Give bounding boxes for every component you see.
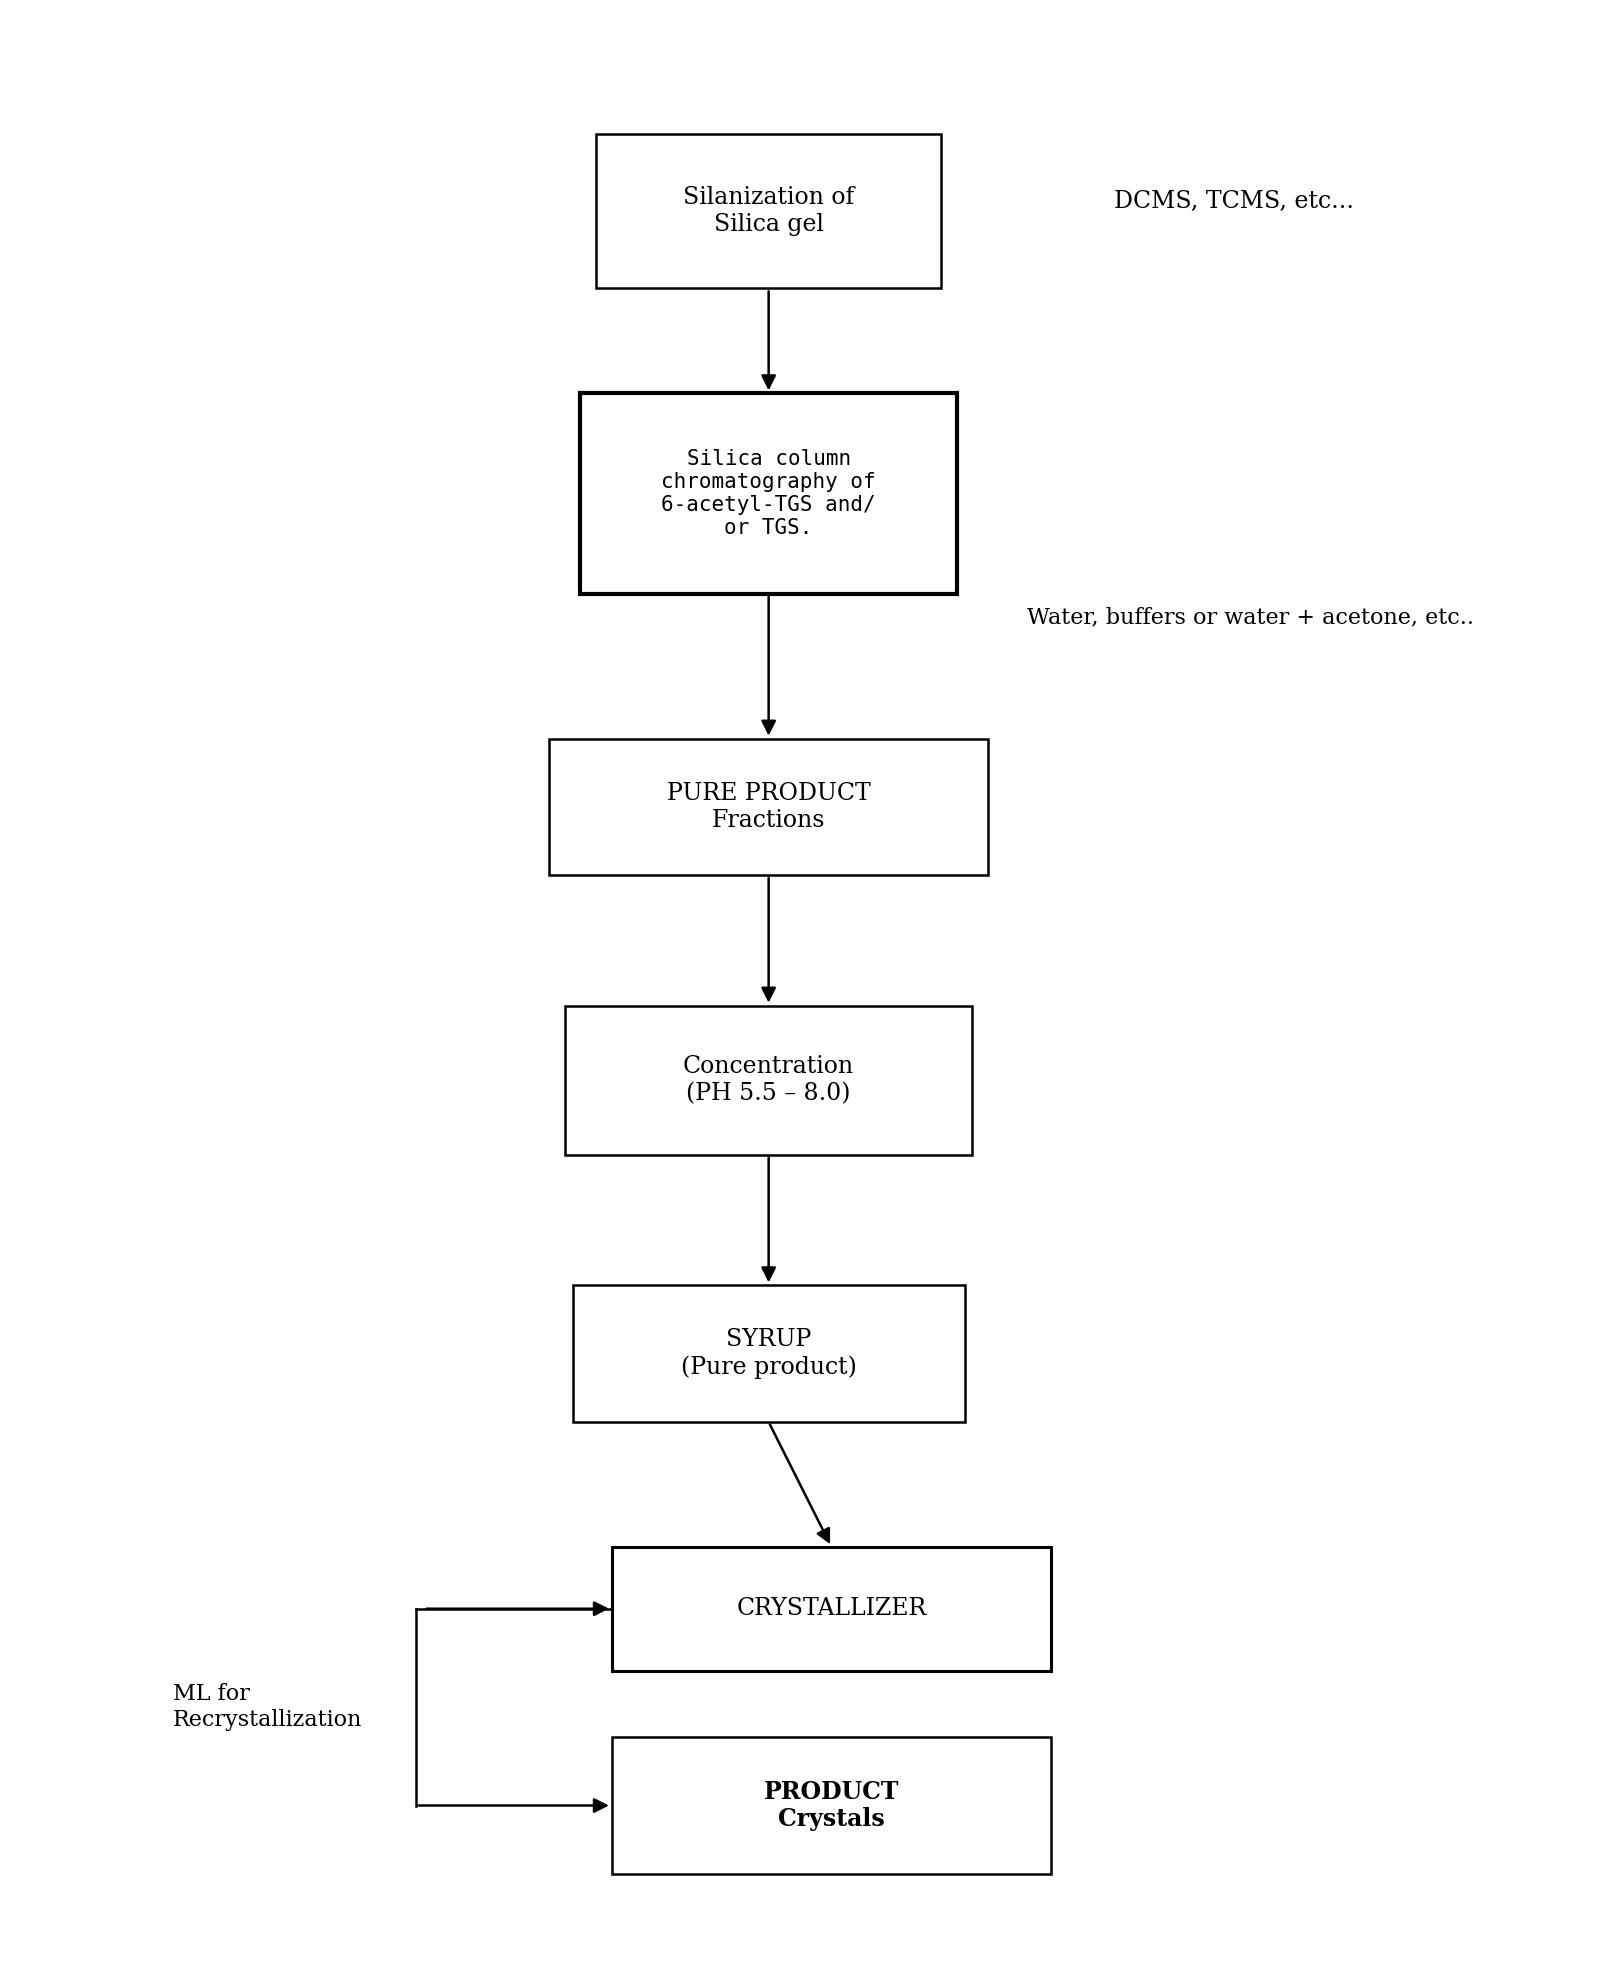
Text: Water, buffers or water + acetone, etc..: Water, buffers or water + acetone, etc.. [1027, 607, 1474, 629]
Text: PURE PRODUCT
Fractions: PURE PRODUCT Fractions [667, 782, 870, 832]
Bar [565, 1005, 973, 1155]
Bar [573, 1285, 965, 1421]
Text: Concentration
(PH 5.5 – 8.0): Concentration (PH 5.5 – 8.0) [683, 1054, 854, 1106]
Bar [611, 1547, 1051, 1671]
Text: PRODUCT
Crystals: PRODUCT Crystals [763, 1780, 899, 1831]
Text: DCMS, TCMS, etc...: DCMS, TCMS, etc... [1114, 191, 1354, 213]
Bar [597, 134, 941, 288]
Bar [611, 1736, 1051, 1874]
Text: CRYSTALLIZER: CRYSTALLIZER [736, 1597, 926, 1620]
Text: SYRUP
(Pure product): SYRUP (Pure product) [680, 1328, 856, 1378]
Bar [549, 739, 989, 875]
Text: Silanization of
Silica gel: Silanization of Silica gel [683, 185, 854, 237]
Text: ML for
Recrystallization: ML for Recrystallization [173, 1683, 362, 1731]
Bar [581, 394, 957, 593]
Text: Silica column
chromatography of
6-acetyl-TGS and/
or TGS.: Silica column chromatography of 6-acetyl… [661, 449, 875, 538]
